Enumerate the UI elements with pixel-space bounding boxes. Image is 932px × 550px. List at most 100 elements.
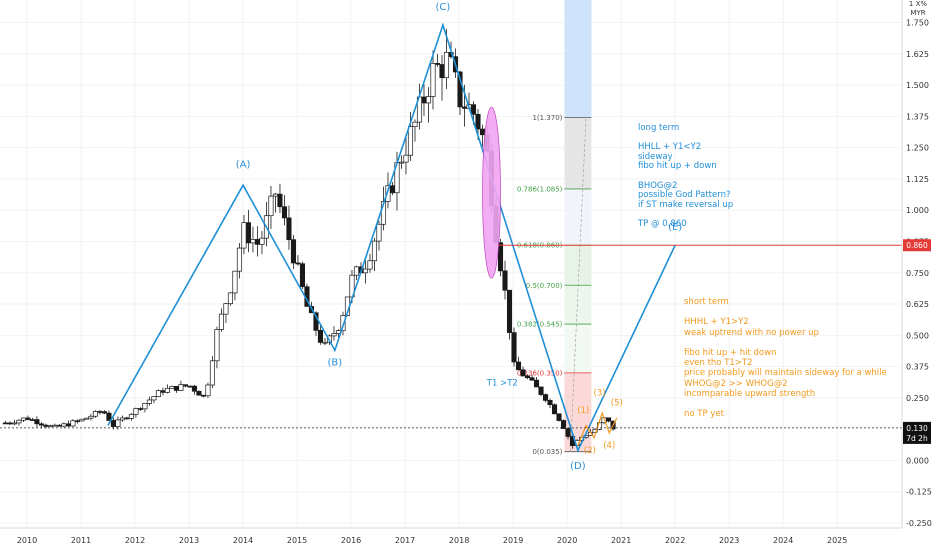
y-tick-label: 1.125 bbox=[906, 175, 929, 184]
y-tick-label: 1.250 bbox=[906, 144, 929, 153]
candle-body bbox=[470, 104, 477, 115]
impulse-label: (3) bbox=[594, 388, 606, 398]
x-tick-label: 2025 bbox=[827, 536, 847, 545]
candle-body bbox=[277, 193, 283, 208]
y-tick-label: -0.250 bbox=[906, 519, 932, 528]
candle-body bbox=[551, 404, 558, 415]
candle-body bbox=[34, 419, 40, 425]
candle-body bbox=[290, 239, 297, 264]
candle-body bbox=[367, 260, 373, 270]
candle-body bbox=[83, 417, 89, 420]
candle-body bbox=[218, 313, 224, 330]
fib-level-label: 0.236(0.350) bbox=[517, 369, 563, 377]
candle-body bbox=[97, 411, 103, 413]
time-axis[interactable]: 2010 2011 2012 2013 2014 2015 2016 2017 2018 2019… bbox=[0, 527, 902, 545]
candle-body bbox=[20, 417, 26, 421]
candle-body bbox=[547, 400, 553, 406]
candle-body bbox=[322, 341, 328, 344]
candle-body bbox=[227, 292, 234, 305]
candle-body bbox=[173, 386, 179, 391]
candle-body bbox=[389, 185, 396, 194]
candle-body bbox=[74, 420, 80, 423]
wave-label: (E) bbox=[668, 222, 682, 233]
candle-body bbox=[506, 289, 513, 333]
candle-body bbox=[155, 390, 161, 397]
candle-body bbox=[250, 239, 256, 244]
candle-body bbox=[398, 161, 405, 164]
candle-body bbox=[182, 384, 188, 387]
x-tick-label: 2015 bbox=[287, 536, 307, 545]
candle-body bbox=[70, 420, 76, 427]
price-axis[interactable]: 1.7501.6251.5001.3751.2501.1251.0000.875… bbox=[901, 0, 932, 550]
candle-body bbox=[254, 239, 261, 245]
candle-body bbox=[272, 193, 279, 197]
x-tick-label: 2017 bbox=[395, 536, 415, 545]
candle-body bbox=[137, 408, 143, 410]
impulse-label: (2) bbox=[584, 446, 596, 456]
candle-body bbox=[565, 428, 571, 437]
x-tick-label: 2016 bbox=[341, 536, 361, 545]
x-tick-label: 2024 bbox=[773, 536, 793, 545]
candle-body bbox=[43, 424, 49, 427]
axis-header: 1 X% MYR bbox=[904, 0, 932, 18]
candle-body bbox=[241, 222, 247, 249]
candle-body bbox=[497, 242, 504, 272]
candle-body bbox=[119, 417, 125, 421]
fib-level-label: 0(0.035) bbox=[532, 448, 562, 456]
candle-body bbox=[560, 420, 567, 429]
bar-timer-label: 7d 2h bbox=[906, 434, 928, 443]
price-axis-bg bbox=[902, 0, 932, 550]
fib-retracement[interactable]: 1(1.370)0.786(1.085)0.618(0.860)0.5(0.70… bbox=[517, 0, 592, 456]
candle-body bbox=[259, 237, 265, 245]
fib-zone-5 bbox=[564, 324, 592, 373]
candle-body bbox=[11, 422, 17, 425]
candle-body bbox=[151, 396, 157, 401]
candle-body bbox=[502, 270, 508, 291]
fib-zone-3 bbox=[564, 245, 592, 286]
candle-body bbox=[605, 417, 612, 422]
x-tick-label: 2018 bbox=[449, 536, 469, 545]
candle-body bbox=[299, 263, 306, 288]
candles bbox=[2, 29, 616, 449]
candle-body bbox=[520, 369, 526, 377]
candle-body bbox=[61, 423, 67, 427]
candle-body bbox=[403, 154, 409, 163]
candle-body bbox=[205, 384, 211, 397]
fib-level-label: 0.5(0.700) bbox=[526, 282, 563, 290]
candle-body bbox=[529, 377, 535, 381]
candle-body bbox=[124, 417, 130, 420]
candle-body bbox=[443, 51, 450, 79]
candle-body bbox=[2, 422, 8, 425]
impulse-label: (5) bbox=[611, 398, 623, 408]
candle-body bbox=[556, 413, 562, 421]
candle-body bbox=[542, 394, 549, 401]
y-tick-label: 1.000 bbox=[906, 206, 929, 215]
y-tick-label: 1.625 bbox=[906, 50, 929, 59]
fib-trend-line bbox=[570, 117, 587, 452]
y-tick-label: -0.125 bbox=[906, 488, 932, 497]
candle-body bbox=[331, 333, 337, 337]
fib-level-label: 0.382(0.545) bbox=[517, 321, 563, 329]
fib-zone-2 bbox=[564, 188, 592, 246]
candle-body bbox=[196, 390, 202, 396]
candle-body bbox=[385, 185, 391, 202]
candle-body bbox=[524, 375, 531, 379]
t1-t2-label: T1 >T2 bbox=[486, 378, 518, 388]
candle-body bbox=[209, 360, 215, 386]
y-tick-label: 0.500 bbox=[906, 331, 929, 340]
x-tick-label: 2021 bbox=[611, 536, 631, 545]
wave-label: (D) bbox=[570, 461, 586, 472]
y-tick-label: 0.375 bbox=[906, 363, 929, 372]
candle-body bbox=[425, 96, 432, 104]
wave-lines[interactable] bbox=[107, 22, 676, 453]
candle-body bbox=[160, 390, 166, 393]
candle-body bbox=[79, 418, 85, 422]
x-tick-label: 2014 bbox=[233, 536, 253, 545]
candle-body bbox=[187, 385, 193, 388]
short-term-notes: short term HHHL + Y1>Y2 weak uptrend wit… bbox=[684, 297, 887, 420]
current-price-label: 0.130 bbox=[906, 424, 928, 433]
y-tick-label: 1.500 bbox=[906, 81, 929, 90]
candle-body bbox=[479, 128, 486, 136]
candle-body bbox=[592, 429, 598, 433]
